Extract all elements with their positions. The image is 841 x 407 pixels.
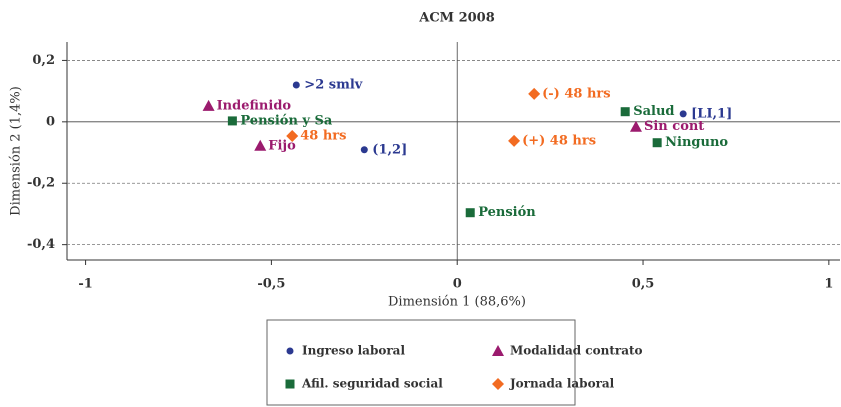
- point-label: Sin cont: [644, 119, 704, 134]
- y-tick-label: -0,4: [27, 237, 55, 252]
- legend-label: Modalidad contrato: [510, 344, 643, 358]
- point-label: (+) 48 hrs: [522, 133, 596, 148]
- legend-marker: [286, 347, 294, 355]
- point-label: (-) 48 hrs: [542, 86, 610, 101]
- x-tick-label: 0: [453, 277, 462, 292]
- point: [202, 99, 215, 111]
- point-label: Indefinido: [217, 98, 292, 113]
- point: [227, 116, 237, 126]
- point: [620, 107, 630, 117]
- legend-marker: [492, 345, 504, 356]
- point: [286, 129, 299, 142]
- point: [629, 120, 642, 132]
- legend-label: Ingreso laboral: [302, 344, 405, 358]
- y-tick-label: -0,2: [27, 176, 55, 191]
- x-axis-label: Dimensión 1 (88,6%): [388, 295, 526, 310]
- point-label: >2 smlv: [304, 77, 362, 92]
- point: [508, 134, 521, 147]
- point-label: Pensión y Sa: [240, 113, 333, 128]
- legend-box: [266, 319, 576, 406]
- point-label: Salud: [633, 104, 674, 119]
- y-tick-label: 0,2: [32, 53, 55, 68]
- x-tick-label: 0,5: [632, 277, 655, 292]
- point: [465, 208, 475, 218]
- point-label: [LI,1]: [691, 106, 732, 121]
- point-label: Ninguno: [665, 135, 728, 150]
- point-label: (1,2]: [372, 142, 407, 157]
- point: [360, 146, 368, 154]
- y-tick-label: 0: [46, 114, 55, 129]
- legend-marker: [285, 379, 295, 389]
- chart-title: ACM 2008: [418, 11, 495, 26]
- point-label: Fijo: [268, 138, 296, 153]
- point: [679, 110, 687, 118]
- y-axis-label: Dimensión 2 (1,4%): [9, 86, 24, 216]
- x-tick-label: 1: [824, 277, 833, 292]
- legend-label: Jornada laboral: [509, 377, 615, 391]
- x-tick-label: -1: [78, 277, 92, 292]
- point: [254, 139, 267, 151]
- legend-label: Afil. seguridad social: [301, 377, 443, 391]
- point-label: 48 hrs: [300, 128, 346, 143]
- x-tick-label: -0,5: [257, 277, 285, 292]
- point-label: Pensión: [478, 205, 536, 220]
- point: [652, 138, 662, 148]
- point: [292, 81, 300, 89]
- legend-marker: [492, 378, 504, 390]
- point: [528, 87, 541, 100]
